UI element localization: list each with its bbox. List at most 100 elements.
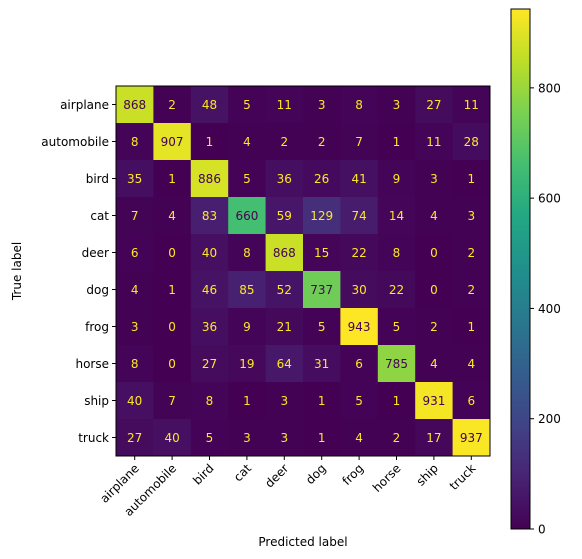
cell-value-label: 8 (355, 98, 363, 112)
heatmap-cell (452, 160, 491, 198)
cell-value-label: 3 (280, 394, 288, 408)
cell-value-label: 40 (202, 246, 217, 260)
heatmap-cell (153, 197, 192, 235)
heatmap-cell (228, 234, 267, 272)
heatmap-cell (377, 123, 416, 161)
cell-value-label: 5 (243, 98, 251, 112)
heatmap-cell (415, 234, 454, 272)
heatmap-cell (340, 271, 379, 309)
heatmap-cell (265, 308, 304, 346)
y-axis-ticks: airplane automobile bird cat deer dog frog hors… (41, 98, 116, 445)
heatmap-cell (415, 123, 454, 161)
heatmap-cell (303, 419, 341, 457)
heatmap-cell (340, 382, 379, 420)
heatmap-cell (452, 197, 491, 235)
cell-value-label: 4 (168, 209, 176, 223)
cell-value-label: 3 (318, 98, 326, 112)
cell-value-label: 7 (131, 209, 139, 223)
cell-value-label: 1 (393, 394, 401, 408)
x-tick-label: truck (447, 461, 479, 493)
cell-value-label: 4 (467, 357, 475, 371)
x-tick-label: ship (414, 461, 441, 488)
heatmap-cell (190, 234, 229, 272)
cell-value-label: 4 (430, 357, 438, 371)
cell-value-label: 1 (243, 394, 251, 408)
heatmap-cell (153, 271, 192, 309)
y-tick-label: truck (78, 431, 109, 445)
cell-value-label: 785 (385, 357, 408, 371)
x-axis-label: Predicted label (258, 535, 347, 549)
heatmap-cell (377, 160, 416, 198)
heatmap-cell (190, 419, 229, 457)
cell-value-label: 2 (467, 283, 475, 297)
heatmap-cell (452, 382, 491, 420)
colorbar-tick-label: 400 (538, 302, 561, 316)
heatmap-cell (153, 308, 192, 346)
cell-value-label: 27 (426, 98, 441, 112)
colorbar-ticks: 0 200 400 600 800 (530, 81, 561, 537)
x-tick-label: bird (190, 461, 216, 487)
cell-value-label: 660 (235, 209, 258, 223)
cell-value-label: 14 (389, 209, 404, 223)
x-tick-label: cat (231, 461, 254, 484)
y-tick-label: cat (90, 209, 109, 223)
cell-value-label: 3 (393, 98, 401, 112)
heatmap-cell (228, 271, 267, 309)
heatmap-cell (228, 382, 267, 420)
heatmap-cell (228, 308, 267, 346)
y-axis-label: True label (10, 242, 24, 301)
heatmap-cell (377, 345, 416, 383)
heatmap-cell (303, 123, 341, 161)
cell-value-label: 22 (389, 283, 404, 297)
cell-value-label: 129 (310, 209, 333, 223)
heatmap-cell (452, 86, 491, 124)
heatmap-cell (265, 197, 304, 235)
cell-value-label: 1 (168, 283, 176, 297)
heatmap-cell (228, 123, 267, 161)
cell-value-label: 8 (131, 357, 139, 371)
cell-value-label: 2 (467, 246, 475, 260)
cell-value-label: 40 (127, 394, 142, 408)
heatmap-cell (190, 123, 229, 161)
x-tick-label: dog (303, 461, 329, 487)
heatmap-cell (340, 419, 379, 457)
cell-value-label: 8 (393, 246, 401, 260)
colorbar-tick-label: 800 (538, 81, 561, 95)
heatmap-cell (228, 160, 267, 198)
heatmap-cell (452, 234, 491, 272)
heatmap-cell (377, 382, 416, 420)
cell-value-label: 2 (430, 320, 438, 334)
heatmap-cell (340, 308, 379, 346)
heatmap-cell (340, 160, 379, 198)
heatmap-cell (190, 345, 229, 383)
cell-value-label: 8 (131, 135, 139, 149)
cell-value-label: 28 (464, 135, 479, 149)
cell-value-label: 5 (318, 320, 326, 334)
cell-value-label: 3 (243, 431, 251, 445)
heatmap-cell (153, 123, 192, 161)
cell-value-label: 59 (277, 209, 292, 223)
plot-frame (115, 85, 491, 457)
cell-value-label: 931 (422, 394, 445, 408)
cell-value-label: 9 (243, 320, 251, 334)
colorbar-tick-label: 200 (538, 412, 561, 426)
heatmap-cell (116, 382, 154, 420)
heatmap-cell (452, 271, 491, 309)
heatmap-cell (303, 86, 341, 124)
heatmap-cell (265, 234, 304, 272)
heatmap-cell (228, 86, 267, 124)
heatmap-cell (116, 160, 154, 198)
colorbar-tick-label: 600 (538, 192, 561, 206)
cell-value-label: 5 (355, 394, 363, 408)
cell-value-label: 937 (460, 431, 483, 445)
cell-value-label: 26 (314, 172, 329, 186)
heatmap-cell (415, 271, 454, 309)
heatmap-cell (153, 160, 192, 198)
heatmap-cell (377, 419, 416, 457)
cell-value-label: 15 (314, 246, 329, 260)
cell-value-label: 27 (127, 431, 142, 445)
cell-value-label: 2 (318, 135, 326, 149)
heatmap-cell (415, 86, 454, 124)
cell-value-label: 48 (202, 98, 217, 112)
heatmap-cell (116, 271, 154, 309)
